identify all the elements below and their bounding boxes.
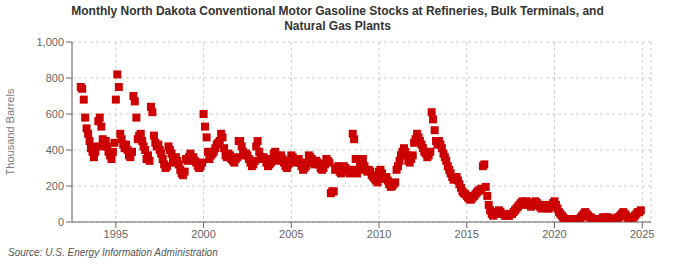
svg-text:600: 600: [46, 108, 64, 120]
svg-text:2010: 2010: [367, 228, 391, 240]
svg-text:Thousand Barrels: Thousand Barrels: [8, 88, 16, 175]
svg-text:1,000: 1,000: [36, 36, 64, 48]
svg-text:2020: 2020: [542, 228, 566, 240]
svg-text:2000: 2000: [191, 228, 215, 240]
svg-text:800: 800: [46, 72, 64, 84]
html-text:Source: U.S. Energy Informatio: Source: U.S. Energy Information Administ…: [8, 247, 218, 258]
svg-text:0: 0: [58, 216, 64, 228]
svg-text:200: 200: [46, 180, 64, 192]
html-text:Monthly North Dakota Conventio: Monthly North Dakota Conventional Motor …: [71, 4, 604, 33]
svg-text:400: 400: [46, 144, 64, 156]
svg-text:2005: 2005: [279, 228, 303, 240]
svg-text:1995: 1995: [104, 228, 128, 240]
svg-text:2015: 2015: [455, 228, 479, 240]
svg-text:2025: 2025: [630, 228, 654, 240]
